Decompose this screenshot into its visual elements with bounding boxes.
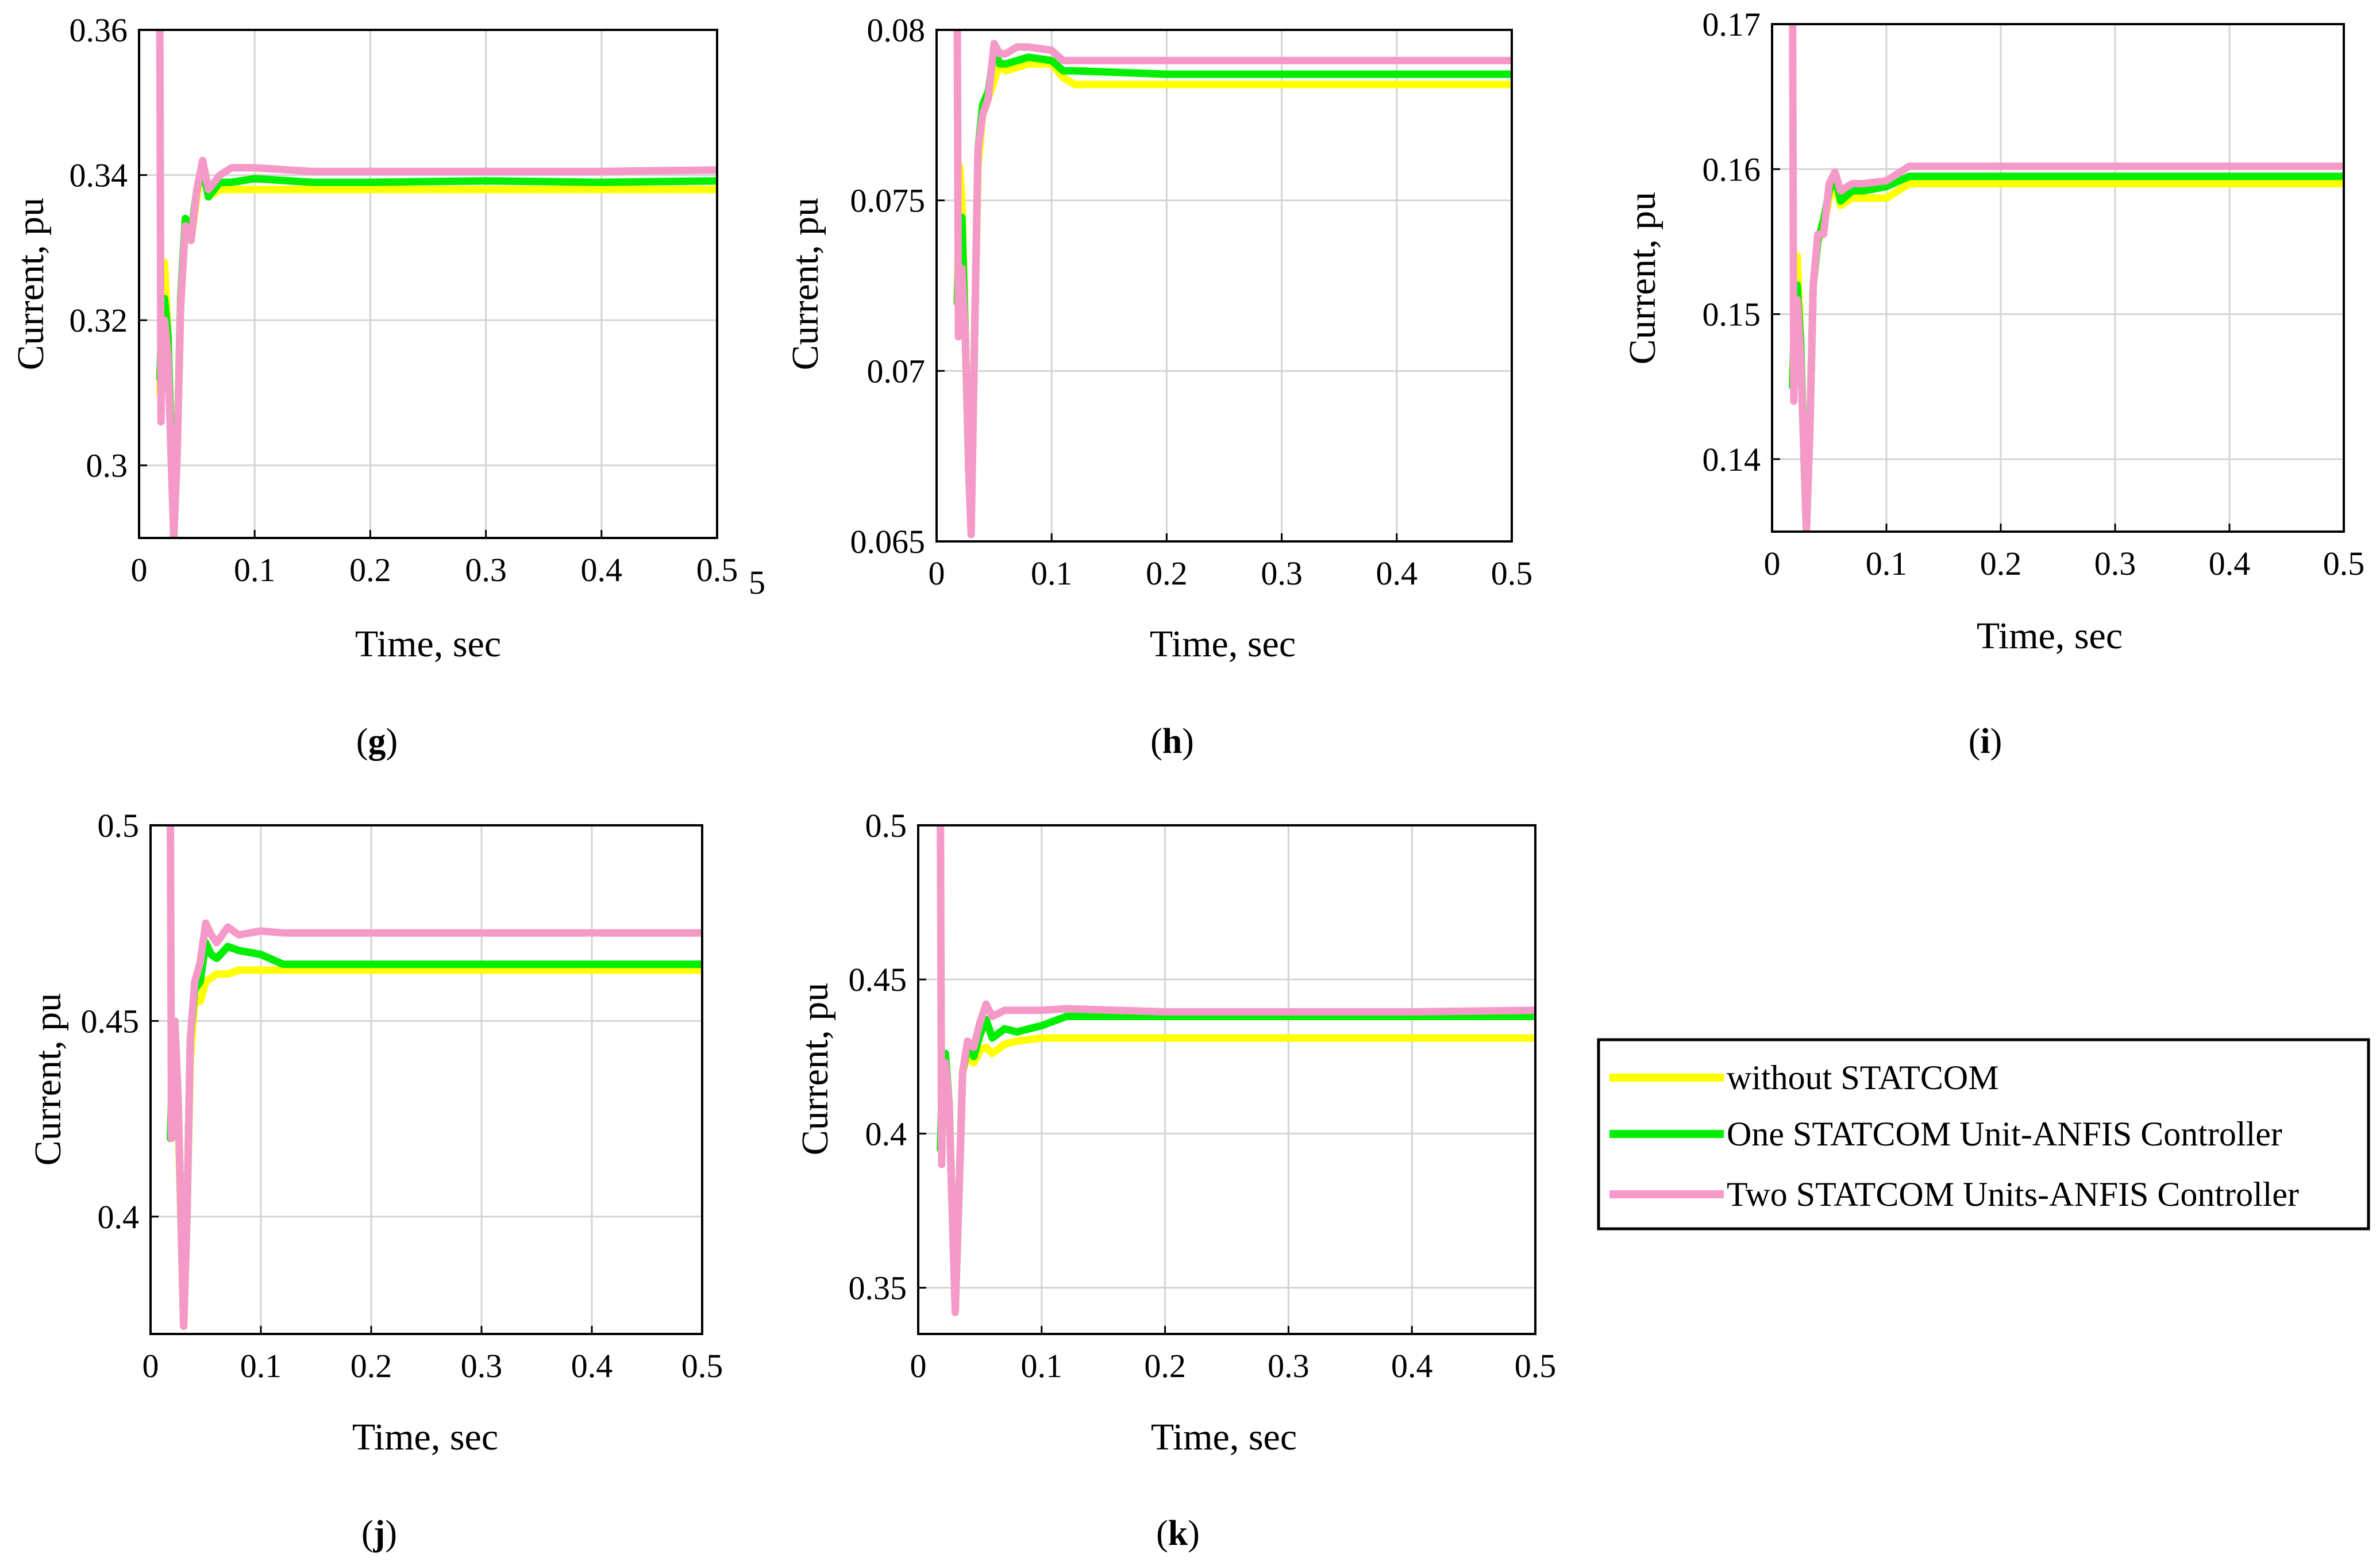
x-tick-label: 0.2 — [1980, 545, 2022, 582]
x-tick-label: 0 — [929, 555, 945, 592]
chart-h: 0 0.1 0.2 0.3 0.4 0.5 0.065 0.07 0.075 0.08 Time,… — [784, 11, 1532, 761]
x-tick-label: 0.5 — [1515, 1347, 1557, 1385]
series-line-without — [953, 60, 1512, 528]
y-axis-label-j: Current, pu — [27, 993, 69, 1166]
x-tick-label: 0 — [143, 1347, 159, 1385]
axes-frame-h — [935, 29, 1513, 543]
panel-label-i: (i) — [1969, 722, 2002, 761]
series-line-one — [953, 47, 1512, 528]
x-tick-label: 0.5 — [1491, 555, 1533, 592]
legend-item: One STATCOM Unit-ANFIS Controller — [1609, 1115, 2282, 1153]
axes-frame-i — [1771, 23, 2345, 533]
x-axis-label-g: Time, sec — [355, 623, 501, 665]
y-axis-label-k: Current, pu — [794, 983, 836, 1156]
x-tick-label: 0.3 — [465, 551, 507, 589]
y-tick-label: 0.065 — [850, 523, 926, 560]
y-tick-label: 0.36 — [70, 11, 128, 49]
x-tick-label: 0 — [1764, 545, 1781, 582]
stray-tick-g: 5 — [749, 564, 765, 601]
panel-label-k: (k) — [1156, 1514, 1200, 1553]
panel-label-h: (h) — [1150, 722, 1194, 761]
x-tick-label: 0.5 — [696, 551, 738, 589]
series-line-one — [156, 164, 717, 538]
x-tick-label: 0.2 — [349, 551, 391, 589]
x-tick-label: 0.4 — [1391, 1347, 1433, 1385]
y-tick-label: 0.5 — [98, 807, 140, 844]
series-line-one — [1789, 172, 2344, 532]
y-tick-label: 0.075 — [850, 182, 926, 220]
legend-item: without STATCOM — [1609, 1059, 1999, 1097]
x-tick-label: 0.2 — [1146, 555, 1188, 592]
y-axis-label-g: Current, pu — [10, 198, 52, 371]
x-tick-label: 0.1 — [1866, 545, 1908, 582]
axes-frame-k — [917, 824, 1536, 1335]
x-tick-label: 0.3 — [1261, 555, 1303, 592]
y-axis-label-h: Current, pu — [784, 198, 826, 371]
x-tick-label: 0.5 — [681, 1347, 723, 1385]
x-tick-label: 0.1 — [234, 551, 276, 589]
chart-i: 0 0.1 0.2 0.3 0.4 0.5 0.14 0.15 0.16 0.17 Time, s… — [1622, 6, 2364, 761]
legend-label-without: without STATCOM — [1727, 1059, 1999, 1097]
panel-label-g: (g) — [356, 722, 398, 761]
series-line-two — [937, 825, 1535, 1316]
series-line-without — [1789, 180, 2344, 532]
series-line-two — [156, 30, 717, 538]
y-tick-label: 0.3 — [86, 447, 128, 485]
chart-g: 0 0.1 0.2 0.3 0.4 0.5 0.3 0.32 0.34 0.36 Time, se… — [10, 11, 765, 761]
x-tick-label: 0.3 — [461, 1347, 503, 1385]
y-tick-label: 0.45 — [849, 961, 907, 998]
y-tick-label: 0.16 — [1703, 151, 1761, 188]
legend-item: Two STATCOM Units-ANFIS Controller — [1609, 1175, 2299, 1213]
y-tick-label: 0.32 — [70, 302, 128, 339]
chart-k: 0 0.1 0.2 0.3 0.4 0.5 0.35 0.4 0.45 0.5 Time, sec… — [794, 807, 1556, 1553]
x-tick-label: 0.1 — [1031, 555, 1073, 592]
x-axis-label-i: Time, sec — [1977, 615, 2123, 657]
y-axis-label-i: Current, pu — [1622, 192, 1663, 365]
axes-frame-g — [138, 29, 718, 539]
y-tick-label: 0.07 — [867, 352, 926, 390]
y-tick-label: 0.4 — [98, 1198, 140, 1236]
x-tick-label: 0.4 — [571, 1347, 613, 1385]
series-line-without — [937, 1034, 1535, 1307]
x-axis-label-j: Time, sec — [352, 1416, 498, 1458]
x-tick-label: 0.2 — [351, 1347, 392, 1385]
series-line-one — [167, 939, 702, 1330]
y-tick-label: 0.5 — [865, 807, 907, 844]
x-tick-label: 0 — [910, 1347, 927, 1385]
series-line-two — [953, 30, 1512, 539]
y-tick-label: 0.4 — [865, 1115, 907, 1152]
y-tick-label: 0.34 — [70, 157, 128, 194]
x-tick-label: 0 — [131, 551, 148, 589]
legend-label-two: Two STATCOM Units-ANFIS Controller — [1727, 1175, 2299, 1213]
x-tick-label: 0.3 — [1268, 1347, 1310, 1385]
x-tick-label: 0.2 — [1144, 1347, 1186, 1385]
x-tick-label: 0.4 — [2209, 545, 2251, 582]
x-axis-label-h: Time, sec — [1150, 623, 1296, 665]
series-line-two — [1789, 24, 2344, 532]
legend-label-one: One STATCOM Unit-ANFIS Controller — [1727, 1115, 2282, 1153]
x-tick-label: 0.1 — [1021, 1347, 1063, 1385]
panel-label-j: (j) — [361, 1514, 397, 1553]
y-tick-label: 0.45 — [81, 1002, 140, 1040]
y-tick-label: 0.17 — [1703, 6, 1761, 43]
series-line-one — [937, 1013, 1535, 1313]
y-tick-label: 0.14 — [1703, 441, 1761, 478]
x-tick-label: 0.5 — [2323, 545, 2365, 582]
x-tick-label: 0.4 — [581, 551, 623, 589]
series-line-without — [156, 164, 717, 538]
axes-frame-j — [149, 824, 703, 1335]
chart-j: 0 0.1 0.2 0.3 0.4 0.5 0.4 0.45 0.5 Time, sec Cur… — [27, 807, 723, 1553]
series-line-without — [167, 966, 702, 1330]
y-tick-label: 0.08 — [867, 11, 926, 49]
x-tick-label: 0.1 — [240, 1347, 282, 1385]
legend-box — [1597, 1038, 2370, 1231]
x-axis-label-k: Time, sec — [1151, 1416, 1297, 1458]
x-tick-label: 0.3 — [2094, 545, 2136, 582]
x-tick-label: 0.4 — [1376, 555, 1418, 592]
y-tick-label: 0.35 — [849, 1270, 907, 1307]
series-line-two — [167, 825, 702, 1330]
legend: without STATCOM One STATCOM Unit-ANFIS C… — [1597, 1038, 2370, 1231]
y-tick-label: 0.15 — [1703, 296, 1761, 333]
